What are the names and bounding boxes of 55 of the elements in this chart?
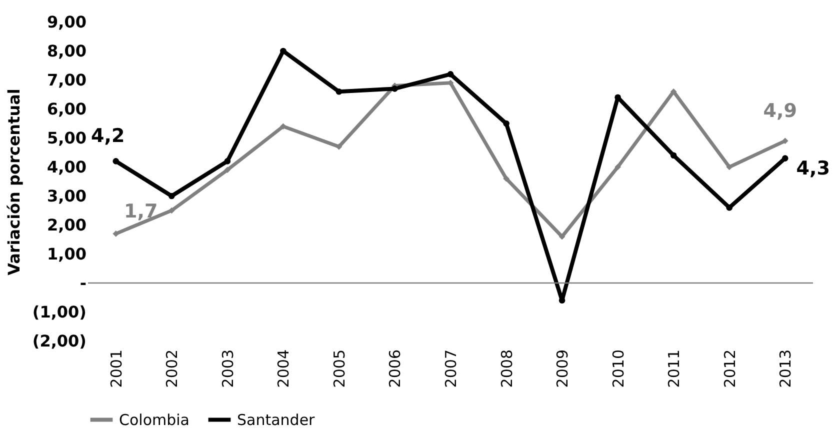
point <box>782 138 788 144</box>
data-label: 1,7 <box>124 200 158 223</box>
point <box>503 120 510 127</box>
data-label: 4,2 <box>91 125 125 148</box>
point <box>112 158 120 164</box>
y-tick-label: (1,00) <box>32 302 86 322</box>
y-axis-title: Variación porcentual <box>4 88 24 276</box>
x-tick-label: 2007 <box>442 350 460 388</box>
y-tick-label: 1,00 <box>47 244 86 264</box>
point <box>168 207 175 214</box>
point <box>168 192 175 200</box>
x-tick-label: 2002 <box>163 350 182 388</box>
x-tick-label: 2003 <box>218 350 237 388</box>
point <box>112 230 120 237</box>
y-tick-label: (2,00) <box>32 332 86 350</box>
legend-label: Santander <box>237 410 316 429</box>
legend-label: Colombia <box>119 410 190 429</box>
data-label: 4,9 <box>763 100 797 122</box>
y-tick-label: 2,00 <box>47 216 86 234</box>
point <box>280 48 286 54</box>
point <box>782 155 788 162</box>
y-tick-label: 6,00 <box>47 100 86 118</box>
y-tick-label: 5,00 <box>47 128 86 148</box>
x-tick-label: 2010 <box>609 350 628 388</box>
y-tick-label: 7,00 <box>47 70 86 90</box>
point <box>336 88 342 95</box>
y-tick-label: 9,00 <box>47 12 86 32</box>
point <box>726 204 733 211</box>
y-tick-label: 4,00 <box>47 158 86 176</box>
x-tick-label: 2008 <box>498 350 516 388</box>
x-tick-label: 2005 <box>330 350 348 388</box>
point <box>336 144 342 150</box>
x-tick-label: 2012 <box>720 350 739 388</box>
point <box>224 158 231 164</box>
point <box>558 297 566 304</box>
x-tick-label: 2009 <box>554 350 572 388</box>
point <box>280 123 286 130</box>
x-tick-label: 2001 <box>107 350 126 388</box>
x-tick-label: 2006 <box>386 350 404 388</box>
x-tick-label: 2011 <box>665 350 684 388</box>
point <box>726 164 733 170</box>
y-tick-label: 8,00 <box>47 42 86 60</box>
point <box>447 71 454 78</box>
point <box>558 233 566 240</box>
point <box>392 86 398 92</box>
y-tick-label: - <box>80 274 86 292</box>
point <box>224 166 231 174</box>
y-tick-label: 3,00 <box>47 186 86 206</box>
x-tick-label: 2004 <box>274 350 293 388</box>
point <box>614 164 621 170</box>
x-tick-label: 2013 <box>776 350 795 388</box>
data-label: 4,3 <box>796 157 830 180</box>
point <box>670 88 677 95</box>
point <box>503 175 510 182</box>
point <box>670 152 677 159</box>
